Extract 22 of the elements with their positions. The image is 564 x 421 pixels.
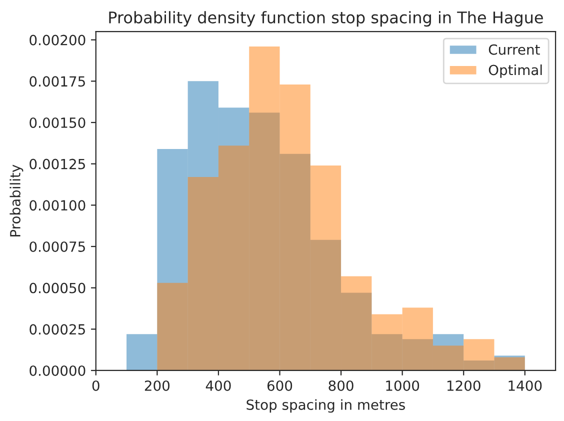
x-tick-label: 1000 [386,380,420,391]
legend-label: Optimal [488,64,542,78]
y-tick-label: 0.00175 [30,76,85,87]
x-tick-label: 1200 [447,380,480,391]
y-axis-title: Probability [10,164,24,236]
x-tick-label: 600 [267,380,292,391]
legend-label: Current [488,44,540,55]
y-tick-label: 0.00150 [30,117,86,128]
y-tick-label: 0.00050 [30,282,86,294]
y-tick-label: 0.00125 [30,158,85,170]
x-tick-label: 800 [328,380,354,391]
y-tick-label: 0.00200 [30,34,86,46]
x-tick-label: 400 [206,380,231,391]
y-tick-label: 0.00075 [30,241,85,252]
x-tick-label: 1400 [508,380,542,391]
x-tick-label: 0 [92,380,100,391]
x-tick-label: 200 [144,380,170,391]
x-axis-title: Stop spacing in metres [246,399,405,413]
chart-title: Probability density function stop spacing in The Hague [109,11,543,27]
y-tick-label: 0.00025 [30,324,85,335]
y-tick-label: 0.00000 [30,365,86,376]
y-tick-label: 0.00100 [30,200,86,211]
